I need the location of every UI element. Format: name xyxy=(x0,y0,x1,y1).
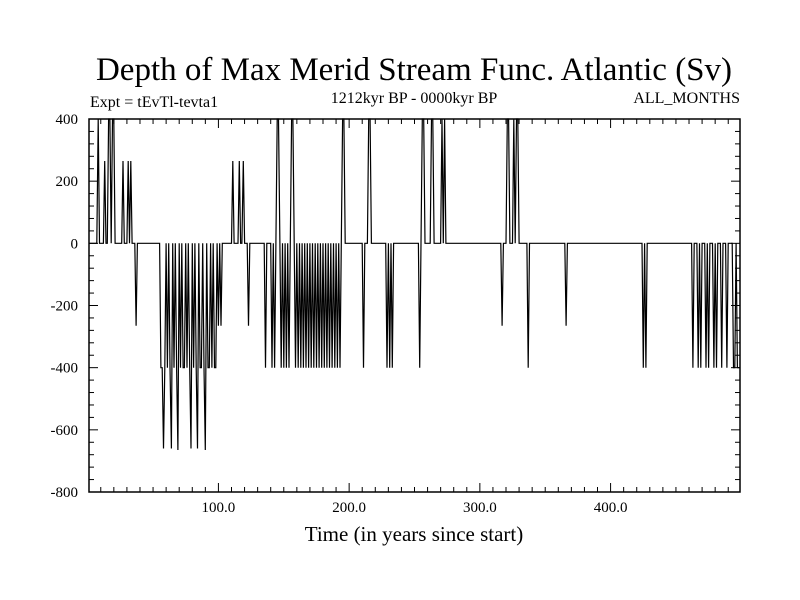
chart-title: Depth of Max Merid Stream Func. Atlantic… xyxy=(96,52,732,88)
y-axis-tick-labels: 400 200 0 -200 -400 -600 -800 xyxy=(51,112,79,501)
x-tick-label: 300.0 xyxy=(463,500,497,516)
months-label: ALL_MONTHS xyxy=(633,90,740,107)
experiment-label: Expt = tEvTl-tevta1 xyxy=(90,94,218,111)
x-tick-label: 400.0 xyxy=(594,500,628,516)
x-axis-tick-labels: 100.0 200.0 300.0 400.0 xyxy=(202,500,628,516)
plot-area-frame xyxy=(88,118,741,493)
x-axis-ticks xyxy=(100,119,729,492)
x-tick-label: 100.0 xyxy=(202,500,236,516)
x-axis-label: Time (in years since start) xyxy=(305,522,524,546)
x-tick-label: 200.0 xyxy=(332,500,366,516)
y-tick-label: -400 xyxy=(51,361,79,377)
y-tick-label: -600 xyxy=(51,423,79,439)
y-tick-label: 0 xyxy=(71,236,79,252)
y-tick-label: -800 xyxy=(51,485,79,501)
y-tick-label: 200 xyxy=(56,174,79,190)
y-tick-label: 400 xyxy=(56,112,79,128)
series-line xyxy=(89,118,740,451)
period-label: 1212kyr BP - 0000kyr BP xyxy=(331,90,498,107)
y-tick-label: -200 xyxy=(51,299,79,315)
